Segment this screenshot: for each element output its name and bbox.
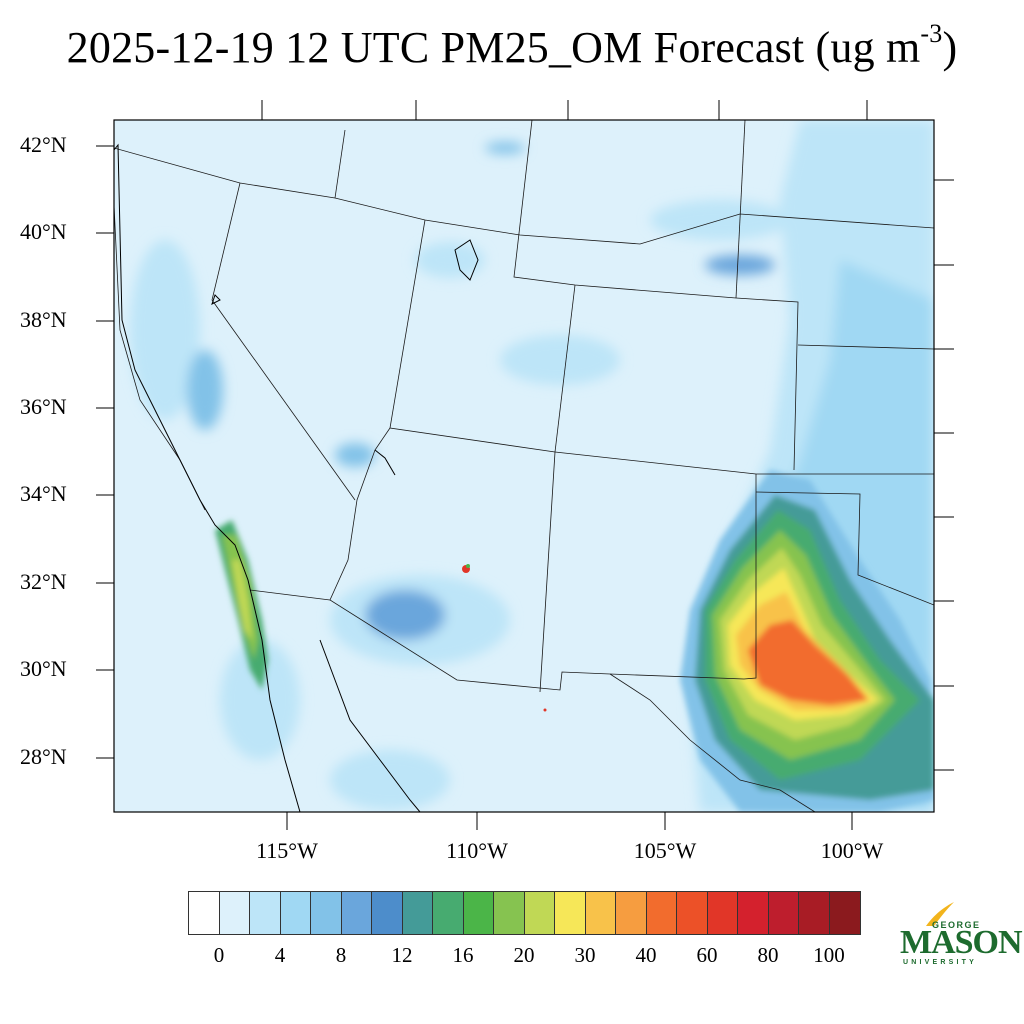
colorbar-label: 16 (452, 943, 474, 967)
lat-label-32n: 32°N (20, 569, 67, 594)
colorbar-label: 30 (574, 943, 596, 967)
lat-label-30n: 30°N (20, 656, 67, 681)
colorbar-swatch (646, 892, 677, 934)
logo-swoosh-icon (926, 902, 954, 926)
colorbar-swatch (799, 892, 830, 934)
colorbar-swatch (768, 892, 799, 934)
colorbar-swatch (829, 892, 860, 934)
colorbar-swatch (463, 892, 494, 934)
colorbar-swatch (250, 892, 281, 934)
colorbar-swatch (372, 892, 403, 934)
colorbar-swatch (677, 892, 708, 934)
colorbar-swatch (433, 892, 464, 934)
colorbar-swatch (738, 892, 769, 934)
coastlines (114, 143, 479, 812)
george-mason-logo: GEORGE MASON UNIVERSITY (896, 900, 1023, 970)
lon-label-115w: 115°W (256, 838, 318, 863)
colorbar-swatch (189, 892, 220, 934)
colorbar (188, 891, 861, 935)
lat-label-38n: 38°N (20, 307, 67, 332)
state-boundaries (114, 120, 934, 812)
colorbar-swatch (707, 892, 738, 934)
concentration-field (114, 120, 934, 812)
colorbar-label: 8 (335, 943, 347, 967)
colorbar-swatch (341, 892, 372, 934)
colorbar-swatch (616, 892, 647, 934)
colorbar-swatch (494, 892, 525, 934)
colorbar-label: 0 (213, 943, 225, 967)
lat-label-34n: 34°N (20, 481, 67, 506)
colorbar-swatch (219, 892, 250, 934)
lon-label-105w: 105°W (633, 838, 697, 863)
lat-label-36n: 36°N (20, 394, 67, 419)
lon-label-100w: 100°W (820, 838, 884, 863)
top-ticks (261, 100, 868, 120)
lat-label-28n: 28°N (20, 744, 67, 769)
colorbar-label: 80 (757, 943, 779, 967)
latitude-ticks (96, 145, 114, 759)
colorbar-swatch (402, 892, 433, 934)
plot-frame (113, 119, 935, 813)
colorbar-swatch (555, 892, 586, 934)
right-ticks (934, 179, 954, 771)
lon-label-110w: 110°W (446, 838, 508, 863)
colorbar-label: 4 (274, 943, 286, 967)
chart-title: 2025-12-19 12 UTC PM25_OM Forecast (ug m… (66, 19, 958, 72)
lat-label-42n: 42°N (20, 132, 67, 157)
colorbar-label: 40 (635, 943, 657, 967)
colorbar-label: 100 (813, 943, 845, 967)
colorbar-swatch (280, 892, 311, 934)
colorbar-label: 12 (391, 943, 413, 967)
colorbar-swatch (311, 892, 342, 934)
colorbar-swatch (524, 892, 555, 934)
colorbar-swatch (585, 892, 616, 934)
colorbar-label: 60 (696, 943, 718, 967)
colorbar-label: 20 (513, 943, 535, 967)
longitude-ticks (286, 812, 853, 830)
lat-label-40n: 40°N (20, 219, 67, 244)
